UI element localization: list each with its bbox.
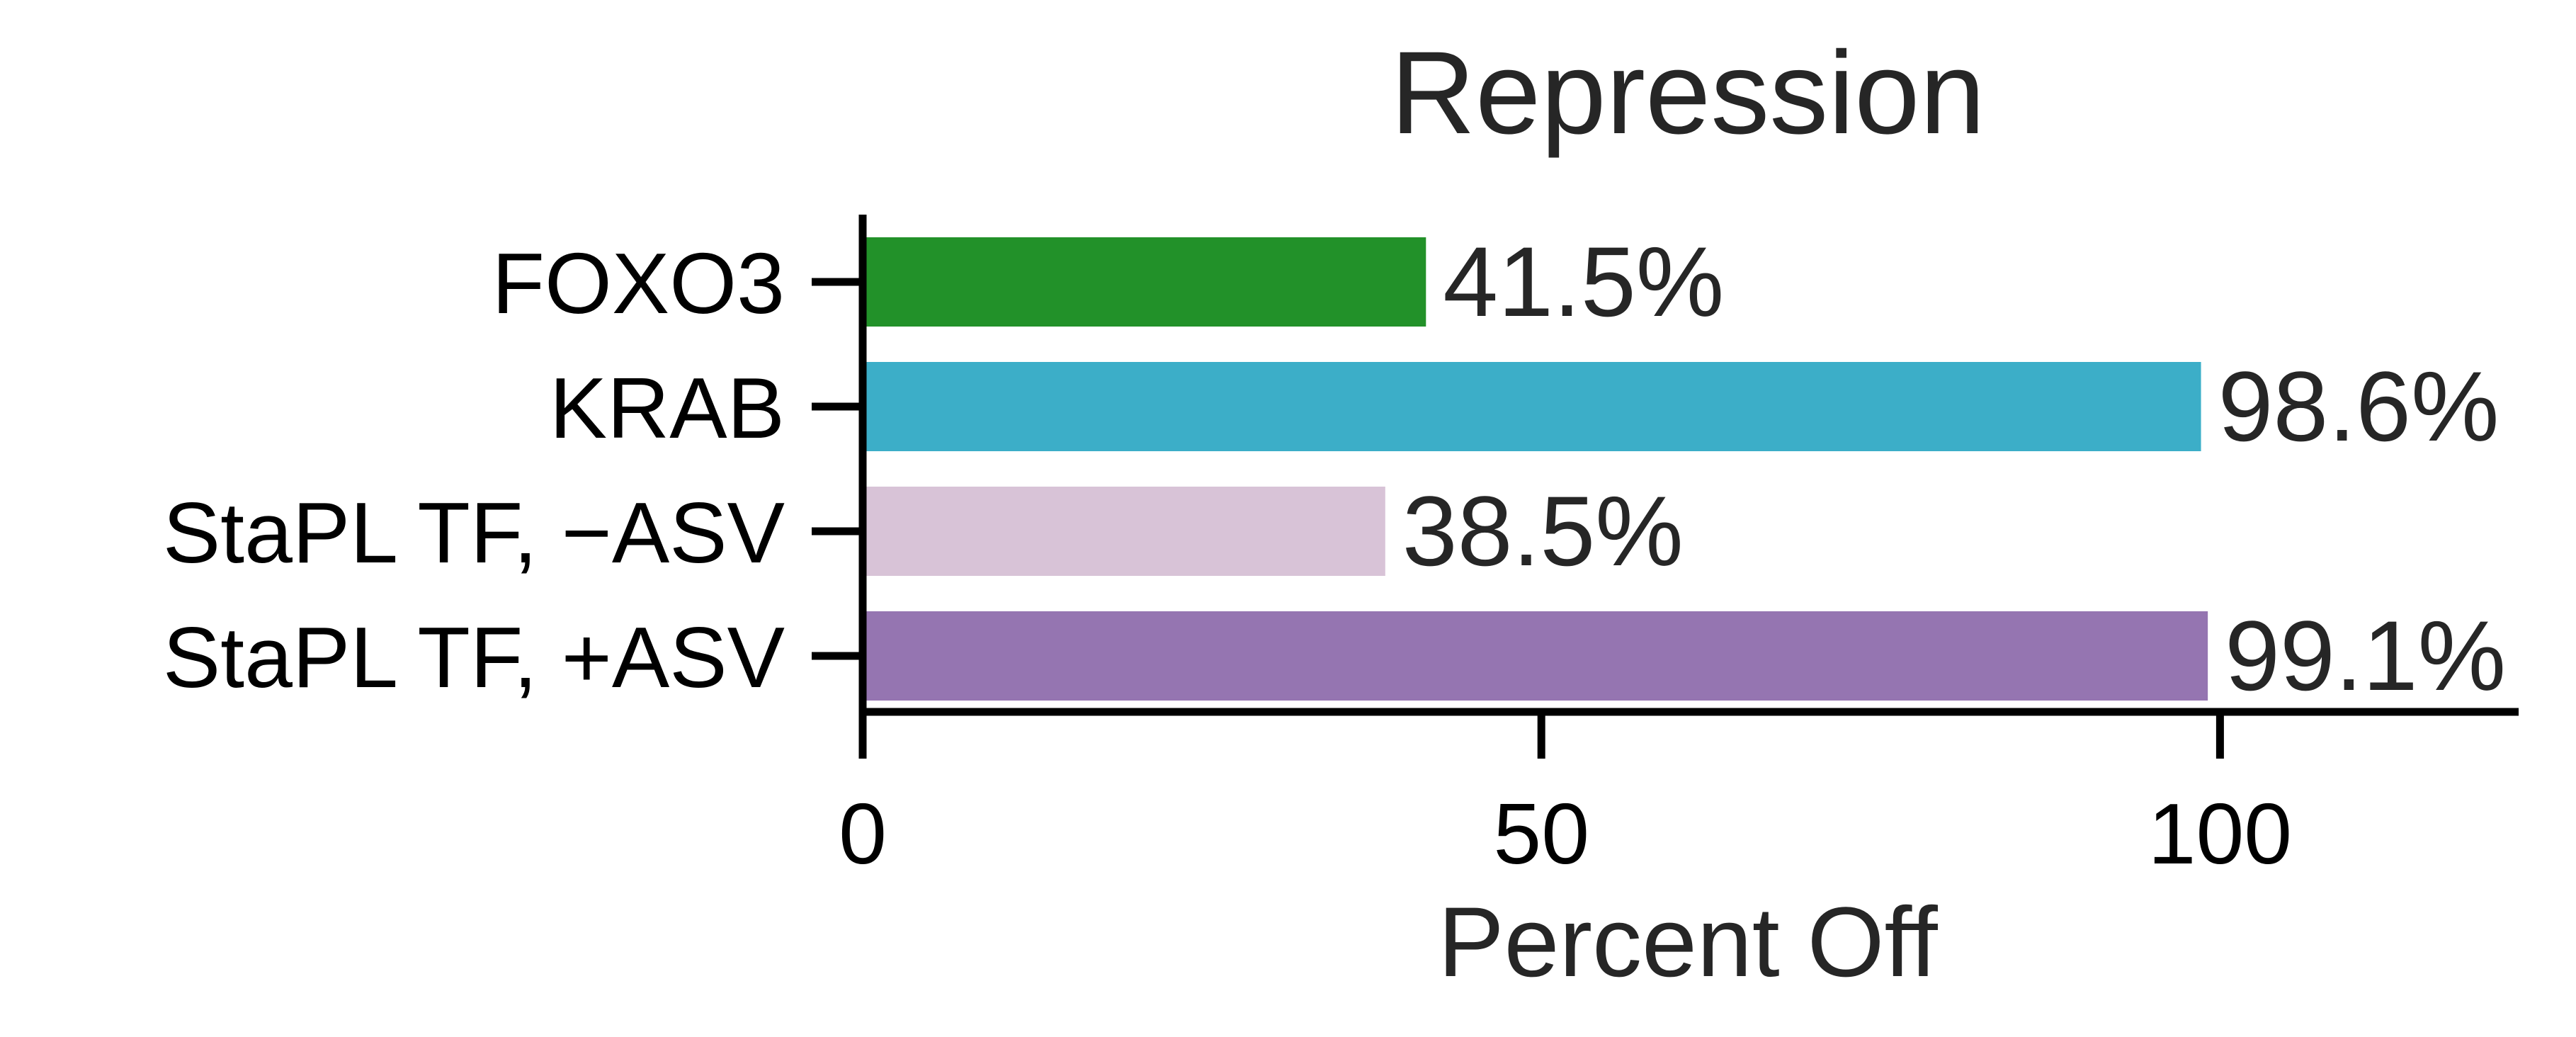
- data-label-0: 41.5%: [1443, 226, 1724, 337]
- x-axis-label: Percent Off: [1438, 886, 1939, 997]
- data-label-2: 38.5%: [1402, 475, 1684, 586]
- y-tick-label-3: StaPL TF, +ASV: [163, 609, 785, 706]
- bars-layer: 41.5% 98.6% 38.5% 99.1%: [863, 226, 2506, 711]
- bar-3: [863, 611, 2208, 701]
- bar-2: [863, 487, 1385, 576]
- chart-title: Repression: [1390, 28, 1985, 159]
- x-tick-label-1: 50: [1493, 786, 1589, 882]
- y-tick-label-1: KRAB: [550, 360, 785, 456]
- axis-layer: FOXO3 KRAB StaPL TF, −ASV StaPL TF, +ASV 0 50…: [163, 215, 2519, 882]
- data-label-3: 99.1%: [2225, 600, 2506, 711]
- bar-1: [863, 362, 2201, 451]
- x-tick-label-0: 0: [839, 786, 887, 882]
- y-tick-label-0: FOXO3: [492, 235, 785, 332]
- x-tick-label-2: 100: [2148, 786, 2293, 882]
- bar-0: [863, 237, 1426, 327]
- y-tick-label-2: StaPL TF, −ASV: [163, 484, 785, 581]
- data-label-1: 98.6%: [2218, 351, 2500, 462]
